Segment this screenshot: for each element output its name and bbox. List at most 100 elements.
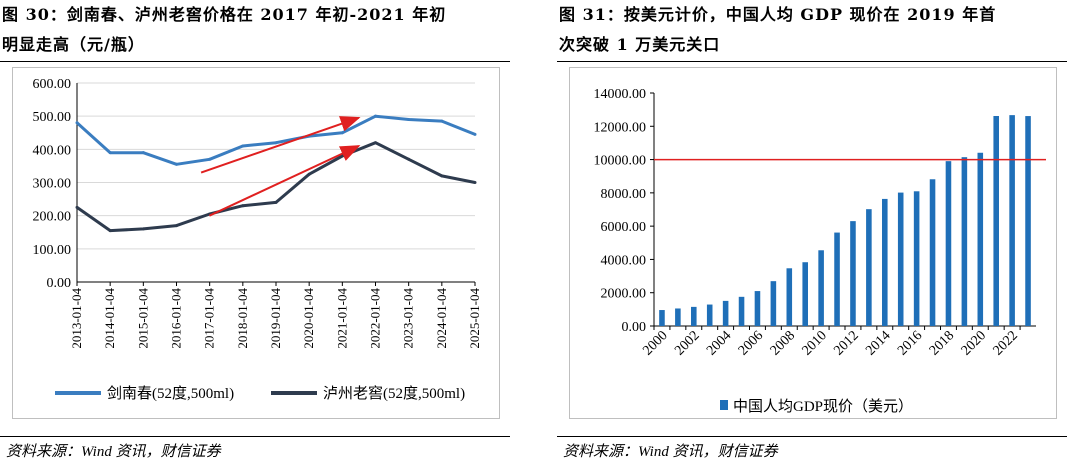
y-tick-label: 4000.00 — [601, 253, 647, 268]
x-tick-label: 2015-01-04 — [135, 288, 150, 349]
right-panel: 图 31：按美元计价，中国人均 GDP 现价在 2019 年首 次突破 1 万美… — [557, 0, 1067, 460]
series-point — [75, 121, 79, 125]
x-tick-label: 2021-01-04 — [334, 288, 349, 349]
series-point — [374, 141, 377, 145]
bar — [754, 291, 761, 326]
y-tick-label: 100.00 — [33, 243, 72, 258]
figure-30-title-line2: 明显走高（元/瓶） — [2, 35, 145, 54]
bar — [738, 296, 745, 326]
y-tick-label: 12000.00 — [594, 120, 647, 135]
series-point — [75, 205, 79, 209]
series-point — [241, 144, 245, 148]
series-point — [241, 204, 245, 208]
bar — [961, 157, 968, 326]
x-tick-label: 2024-01-04 — [434, 288, 449, 349]
x-tick-label: 2022-01-04 — [368, 288, 383, 349]
series-point — [340, 131, 344, 135]
series-point — [473, 181, 477, 184]
x-tick-label: 2008 — [768, 328, 798, 358]
x-tick-label: 2002 — [672, 328, 702, 358]
trend-arrow — [200, 116, 361, 174]
bar — [691, 306, 697, 326]
series-point — [307, 172, 311, 176]
series-point — [274, 141, 278, 145]
figure-31-title-line1: 图 31：按美元计价，中国人均 GDP 现价在 2019 年首 — [559, 5, 997, 24]
y-tick-label: 0.00 — [47, 276, 72, 291]
chart-frame: 0.00 100.00 200.00 300.00 400.00 500.00 600.00… — [12, 67, 500, 419]
left-panel: 图 30：剑南春、泸州老窖价格在 2017 年初-2021 年初 明显走高（元/… — [0, 0, 510, 460]
bar — [659, 310, 665, 326]
bar — [675, 308, 681, 326]
x-tick-label: 2025-01-04 — [467, 288, 482, 349]
bar — [945, 161, 952, 326]
series-point — [141, 151, 145, 155]
bar — [1025, 116, 1031, 326]
bar — [786, 268, 793, 326]
bar — [913, 191, 920, 326]
legend-label: 中国人均GDP现价（美元） — [733, 398, 913, 415]
bar — [802, 262, 808, 326]
series-point — [108, 229, 112, 233]
y-tick-label: 400.00 — [33, 143, 72, 158]
x-tick-label: 2014-01-04 — [102, 288, 117, 349]
series-point — [274, 200, 278, 204]
source-rule — [0, 436, 510, 437]
bar — [818, 250, 824, 326]
x-tick-label: 2016-01-04 — [169, 288, 184, 349]
x-tick-label: 2018-01-04 — [235, 288, 250, 349]
series-point — [407, 117, 411, 121]
source-note: 资料来源：Wind 资讯，财信证券 — [563, 444, 778, 460]
y-tick-label: 6000.00 — [601, 220, 647, 235]
x-tick-label: 2014 — [863, 328, 893, 358]
x-tick-label: 2018 — [927, 328, 957, 358]
bar — [866, 209, 872, 326]
series-point — [440, 174, 444, 178]
series-point — [175, 224, 178, 228]
x-tick-label: 2022 — [991, 328, 1021, 358]
x-tick-label: 2017-01-04 — [202, 288, 217, 349]
bar — [882, 198, 888, 326]
x-tick-label: 2012 — [831, 328, 861, 358]
source-rule — [557, 436, 1067, 437]
bar — [929, 179, 936, 326]
source-note: 资料来源：Wind 资讯，财信证券 — [6, 444, 221, 460]
y-tick-label: 10000.00 — [594, 154, 647, 169]
bar — [834, 232, 840, 326]
x-tick-label: 2020 — [959, 328, 989, 358]
y-tick-label: 14000.00 — [594, 87, 647, 102]
bar — [897, 192, 904, 326]
title-rule — [0, 61, 510, 62]
x-tick-label: 2013-01-04 — [69, 288, 84, 349]
figure-31-title-line2: 次突破 1 万美元关口 — [559, 35, 721, 54]
series-point — [374, 114, 377, 118]
y-tick-label: 600.00 — [33, 77, 72, 92]
bar — [993, 116, 999, 326]
y-tick-label: 2000.00 — [601, 287, 647, 302]
title-rule — [557, 61, 1067, 62]
series-point — [407, 157, 411, 161]
bar — [770, 281, 777, 326]
x-tick-label: 2020-01-04 — [301, 288, 316, 349]
series-line — [76, 141, 476, 233]
x-tick-label: 2006 — [736, 328, 766, 358]
bar — [977, 152, 984, 326]
bar — [706, 304, 713, 326]
y-tick-label: 200.00 — [33, 210, 72, 225]
series-point — [108, 151, 112, 155]
bar — [722, 300, 729, 326]
series-line — [75, 114, 476, 166]
series-point — [141, 227, 145, 231]
legend-label: 泸州老窖(52度,500ml) — [323, 384, 465, 402]
legend-swatch — [720, 400, 728, 410]
chart-frame: 0.00 2000.00 4000.00 6000.00 8000.00 10000.00… — [569, 67, 1057, 419]
gdp-bar-chart: 0.00 2000.00 4000.00 6000.00 8000.00 10000.00… — [594, 87, 1046, 415]
x-tick-label: 2019-01-04 — [268, 288, 283, 349]
x-tick-label: 2023-01-04 — [401, 288, 416, 349]
series-point — [175, 162, 178, 166]
legend-label: 剑南春(52度,500ml) — [107, 385, 234, 402]
series-point — [473, 132, 477, 136]
price-line-chart: 0.00 100.00 200.00 300.00 400.00 500.00 600.00… — [33, 77, 483, 402]
y-tick-label: 300.00 — [33, 177, 72, 192]
series-point — [208, 157, 212, 161]
bar — [850, 221, 856, 326]
